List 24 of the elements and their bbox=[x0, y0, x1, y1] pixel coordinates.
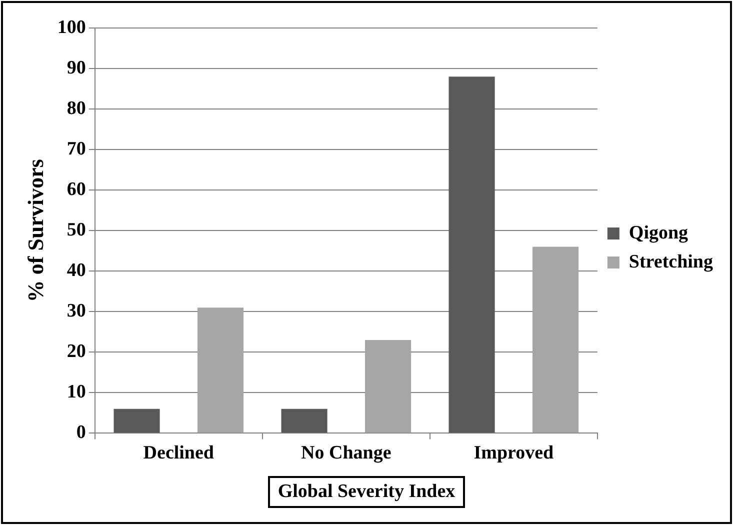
y-tick-label: 100 bbox=[57, 16, 86, 38]
bar bbox=[114, 408, 160, 433]
x-tick-label: No Change bbox=[301, 442, 392, 464]
bar bbox=[365, 340, 412, 433]
y-tick-label: 50 bbox=[66, 220, 86, 241]
legend-label: Stretching bbox=[628, 251, 714, 272]
y-tick-label: 60 bbox=[66, 178, 86, 200]
y-tick-label: 0 bbox=[76, 422, 86, 444]
y-tick-label: 10 bbox=[66, 382, 86, 403]
bar bbox=[532, 246, 579, 433]
bar bbox=[281, 408, 328, 433]
bar bbox=[448, 76, 495, 433]
bar bbox=[197, 308, 244, 433]
legend-label: Qigong bbox=[628, 222, 689, 244]
y-axis-title: % of Survivors bbox=[22, 158, 48, 302]
y-tick-label: 80 bbox=[66, 98, 86, 119]
y-tick-label: 90 bbox=[66, 57, 86, 78]
y-tick-label: 30 bbox=[66, 300, 86, 322]
y-tick-label: 40 bbox=[66, 260, 86, 282]
x-axis-title: Global Severity Index bbox=[268, 476, 466, 508]
x-tick-label: Declined bbox=[143, 442, 214, 464]
x-tick-label: Improved bbox=[474, 442, 554, 464]
y-tick-label: 20 bbox=[66, 341, 86, 362]
y-tick-label: 70 bbox=[66, 138, 86, 160]
